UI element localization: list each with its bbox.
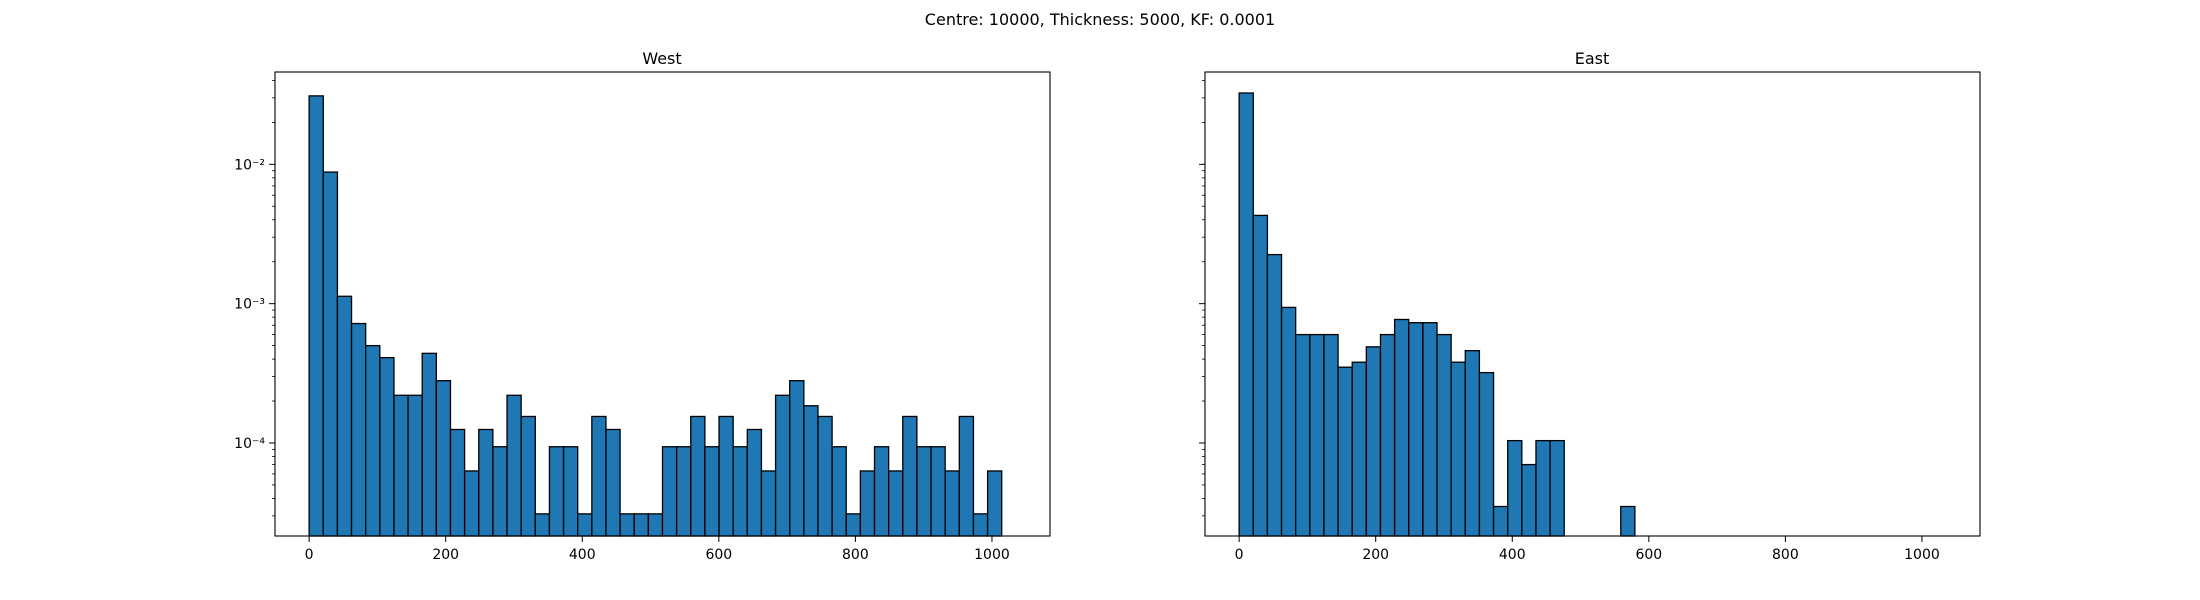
histogram-bar (1422, 322, 1438, 537)
x-tick-label: 1000 (974, 547, 1010, 563)
histogram-bar (1450, 361, 1466, 537)
histogram-bar (619, 513, 635, 537)
subplot-east: East 0 200 400 600 800 1000 (1199, 49, 1981, 563)
histogram-bar (1408, 322, 1424, 537)
histogram-bar (1351, 361, 1367, 537)
histogram-bar (633, 513, 650, 537)
histogram-bar (1620, 505, 1636, 537)
histogram-bar (478, 428, 494, 537)
histogram-bar (1365, 346, 1382, 537)
histogram-bar (803, 405, 819, 537)
histogram-bar (986, 470, 1003, 537)
histogram-bar (1436, 333, 1452, 537)
histogram-bar (930, 446, 946, 537)
histogram-bar (605, 428, 621, 537)
histogram-bar (888, 470, 904, 537)
histogram-bar (1393, 318, 1410, 537)
histogram-bar (732, 446, 748, 537)
histogram-bar (831, 446, 847, 537)
histogram-bar (1295, 333, 1311, 537)
x-tick-label: 0 (305, 547, 314, 563)
figure-suptitle: Centre: 10000, Thickness: 5000, KF: 0.00… (925, 10, 1275, 29)
histogram-bar (350, 322, 367, 537)
histogram-bar (365, 344, 381, 537)
x-tick-label: 200 (1362, 547, 1389, 563)
histogram-bar (1535, 439, 1551, 537)
histogram-bar (1309, 333, 1325, 537)
histogram-bar (845, 513, 862, 537)
x-tick-label: 800 (842, 547, 869, 563)
histogram-bar (647, 513, 664, 537)
histogram-bar (1266, 253, 1283, 537)
x-tick-label: 200 (432, 547, 459, 563)
histogram-bar (548, 446, 565, 537)
histogram-bar (902, 415, 918, 537)
histogram-bar (1323, 333, 1339, 537)
histogram-bar (379, 356, 395, 537)
histogram-bar (661, 446, 678, 537)
histogram-bar (972, 513, 989, 537)
histogram-bar (534, 513, 551, 537)
histogram-bar (308, 95, 324, 537)
histogram-bar (789, 380, 805, 537)
histogram-bar (774, 394, 791, 537)
histogram-bar (944, 470, 960, 537)
x-tick-label: 600 (705, 547, 732, 563)
histogram-bar (577, 513, 593, 537)
x-tick-label: 1000 (1904, 547, 1940, 563)
x-tick-label: 0 (1235, 547, 1244, 563)
histogram-bar (421, 352, 438, 537)
histogram-bar (562, 446, 579, 537)
subplot-west: West 0 200 400 600 800 1000 10⁻⁴ 10⁻³ 10⁻² (234, 49, 1051, 563)
subplot-title-west: West (642, 49, 681, 68)
histogram-bar (675, 446, 692, 537)
histogram-bar (760, 470, 777, 537)
histogram-bar (1464, 349, 1481, 537)
histogram-bar (1549, 439, 1565, 537)
subplot-title-east: East (1575, 49, 1610, 68)
histogram-bar (1379, 333, 1396, 537)
x-tick-label: 400 (569, 547, 596, 563)
histogram-bar (322, 171, 339, 537)
histogram-bar (435, 380, 452, 537)
histogram-bar (1521, 463, 1537, 537)
histogram-bar (859, 470, 876, 537)
histogram-bar (393, 394, 409, 537)
y-tick-label: 10⁻² (234, 157, 265, 173)
histogram-bar (407, 394, 423, 537)
histogram-bar (704, 446, 720, 537)
y-tick-label: 10⁻³ (234, 297, 265, 313)
histogram-bar (492, 446, 508, 537)
histogram-bar (916, 446, 932, 537)
x-tick-label: 600 (1635, 547, 1662, 563)
histogram-bar (873, 446, 890, 537)
histogram-bar (1280, 306, 1297, 537)
histogram-bar (1252, 214, 1269, 537)
histogram-bar (718, 415, 734, 537)
histogram-bar (746, 428, 763, 537)
histogram-bar (1238, 92, 1254, 537)
histogram-bar (690, 415, 706, 537)
histogram-bar (591, 415, 607, 537)
histogram-bar (506, 394, 522, 537)
histogram-bar (1492, 505, 1509, 537)
y-tick-label: 10⁻⁴ (234, 436, 265, 452)
histogram-bar (1337, 366, 1353, 537)
histogram-bar (1478, 371, 1495, 537)
histogram-bar (449, 428, 466, 537)
histogram-bar (336, 295, 353, 537)
x-tick-label: 800 (1772, 547, 1799, 563)
histogram-bar (1507, 439, 1523, 537)
histogram-bar (520, 415, 536, 537)
histogram-bar (463, 470, 480, 537)
x-tick-label: 400 (1499, 547, 1526, 563)
histogram-bar (958, 415, 975, 537)
histogram-bar (817, 415, 833, 537)
